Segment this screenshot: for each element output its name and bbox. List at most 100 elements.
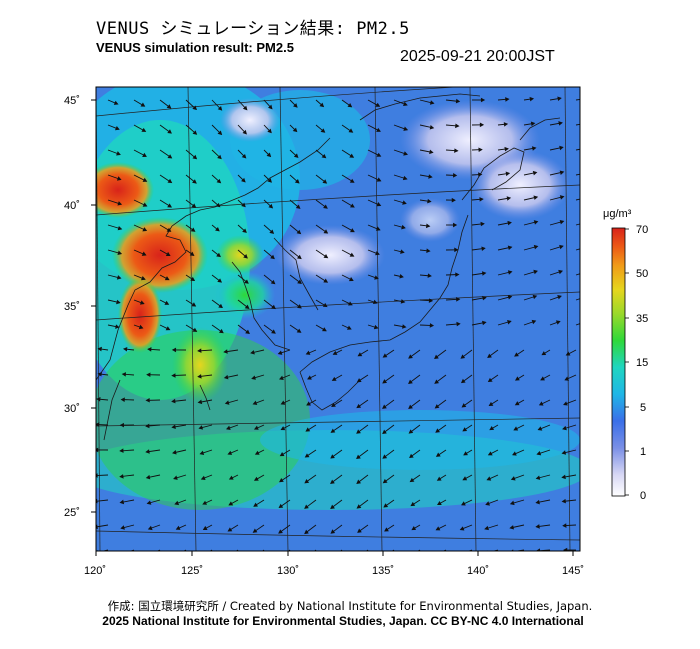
wind-arrow-head: [427, 273, 432, 278]
wind-arrow-head: [357, 352, 363, 357]
wind-arrow-head: [226, 425, 231, 430]
wind-arrow-head: [514, 376, 520, 381]
wind-arrow-head: [557, 295, 562, 300]
wind-arrow-head: [227, 527, 233, 532]
wind-arrow-head: [241, 153, 247, 159]
wind-arrow-head: [278, 503, 284, 509]
wind-arrow-head: [462, 427, 468, 432]
wind-arrow-head: [514, 401, 520, 406]
lon-label-140: 140˚: [467, 565, 489, 577]
wind-arrow-head: [279, 478, 284, 483]
wind-arrow-head: [217, 154, 222, 160]
wind-arrow-head: [166, 227, 172, 232]
colorbar-unit: μg/m³: [603, 208, 632, 220]
wind-arrow-head: [322, 302, 328, 308]
wind-arrow-head: [348, 301, 353, 306]
wind-arrow-head: [400, 249, 405, 254]
wind-arrow-head: [401, 224, 406, 230]
wind-arrow: [575, 148, 580, 151]
wind-arrow-head: [480, 221, 485, 227]
wind-arrow-head: [268, 104, 273, 110]
wind-arrow-head: [142, 177, 148, 182]
wind-arrow-head: [374, 275, 379, 280]
wind-arrow-head: [190, 227, 196, 232]
wind-arrow-head: [460, 378, 466, 384]
wind-arrow-head: [373, 324, 379, 330]
wind-arrow-head: [513, 426, 519, 431]
wind-arrow-head: [481, 271, 487, 276]
wind-arrow: [575, 273, 580, 276]
wind-arrow-head: [537, 426, 543, 431]
wind-arrow-head: [223, 349, 228, 354]
wind-arrow-head: [297, 304, 302, 309]
wind-arrow-head: [215, 227, 220, 232]
wind-arrow-head: [228, 475, 234, 480]
wind-arrow-head: [410, 501, 416, 507]
wind-arrow-head: [347, 103, 353, 108]
wind-arrow-head: [535, 524, 540, 529]
wind-arrow-head: [510, 476, 516, 481]
wind-arrow-head: [461, 403, 467, 408]
wind-arrow-head: [332, 350, 338, 355]
wind-arrow-head: [96, 396, 101, 402]
wind-arrow-head: [251, 375, 256, 380]
wind-arrow-head: [192, 327, 198, 332]
wind-arrow-head: [117, 201, 123, 206]
wind-arrow-head: [305, 350, 311, 355]
wind-arrow-head: [509, 500, 515, 506]
wind-arrow: [575, 198, 580, 201]
wind-arrow-head: [463, 451, 468, 456]
wind-arrow-head: [348, 128, 354, 133]
wind-arrow-head: [481, 246, 486, 252]
wind-arrow-head: [322, 327, 327, 332]
wind-arrow-head: [532, 294, 538, 300]
colorbar-gradient: [611, 227, 626, 497]
wind-arrow-head: [202, 500, 208, 505]
wind-arrow-head: [119, 448, 124, 453]
wind-arrow-head: [279, 556, 282, 559]
wind-arrow-head: [164, 276, 170, 281]
wind-arrow-head: [292, 127, 298, 133]
wind-arrow-head: [531, 146, 537, 151]
wind-arrow-head: [293, 103, 298, 108]
wind-arrow-head: [559, 170, 565, 175]
lat-label-40: 40˚: [64, 200, 80, 212]
wind-arrow-head: [585, 97, 588, 100]
wind-arrow-head: [241, 177, 246, 183]
wind-arrow-head: [146, 372, 151, 378]
colorbar-tick-35: 35: [636, 313, 648, 325]
wind-arrow-head: [478, 172, 483, 177]
wind-arrow-head: [429, 323, 435, 328]
wind-arrow-head: [244, 279, 249, 284]
wind-arrow-head: [533, 220, 539, 225]
wind-arrow-head: [507, 270, 513, 275]
wind-arrow-head: [486, 476, 492, 481]
wind-arrow-head: [242, 105, 248, 111]
wind-arrow-head: [507, 245, 513, 251]
wind-arrow-head: [485, 501, 490, 506]
wind-arrow-head: [562, 523, 567, 528]
wind-arrow-head: [330, 529, 336, 534]
wind-arrow-head: [538, 401, 544, 406]
wind-arrow-head: [175, 525, 181, 530]
wind-arrow-head: [279, 452, 285, 457]
wind-arrow-head: [586, 122, 589, 125]
wind-arrow-head: [540, 376, 545, 381]
wind-arrow-head: [124, 550, 125, 551]
wind-arrow-head: [203, 553, 206, 556]
wind-arrow: [575, 223, 580, 226]
wind-arrow-head: [504, 146, 509, 152]
wind-arrow-head: [142, 202, 148, 207]
wind-arrow-head: [305, 427, 311, 432]
wind-arrow-head: [145, 474, 151, 480]
wind-arrow-head: [559, 244, 564, 250]
wind-arrow-head: [533, 195, 539, 200]
wind-arrow-head: [278, 529, 283, 534]
wind-arrow-head: [331, 402, 336, 408]
colorbar-tick-1: 1: [640, 446, 646, 458]
wind-arrow-head: [531, 319, 537, 325]
wind-arrow-head: [453, 222, 458, 228]
wind-arrow-head: [270, 279, 276, 285]
wind-arrow-head: [435, 552, 438, 555]
lon-label-120: 120˚: [84, 565, 106, 577]
